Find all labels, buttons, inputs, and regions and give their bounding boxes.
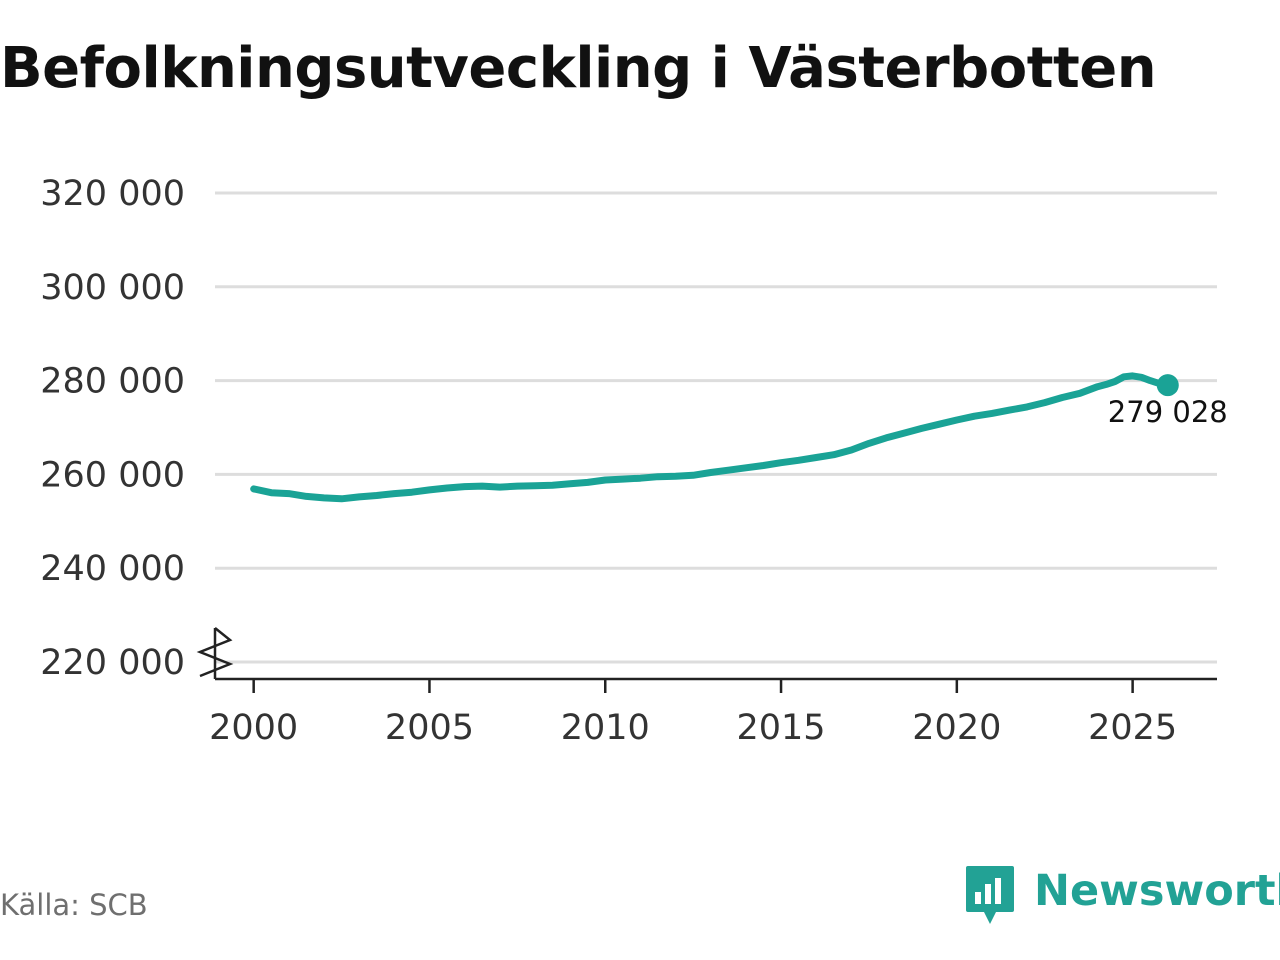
x-axis-tick-labels: 2000 2005 2010 2015 2020 2025 (209, 679, 1177, 748)
y-axis-tick-labels: 220 000 240 000 260 000 280 000 300 000 320 0… (40, 174, 185, 683)
brand-logo: Newsworthy (964, 864, 1280, 928)
y-tick-label: 220 000 (40, 643, 185, 683)
y-tick-label: 240 000 (40, 549, 185, 589)
axis-break-mark (196, 627, 234, 678)
source-label: Källa: SCB (0, 888, 148, 922)
grid-lines (215, 191, 1217, 664)
y-tick-label: 320 000 (40, 174, 185, 214)
axes (196, 627, 1217, 681)
x-tick-label: 2020 (912, 708, 1001, 748)
x-tick-label: 2010 (561, 708, 650, 748)
x-tick-label: 2005 (385, 708, 474, 748)
y-tick-label: 280 000 (40, 362, 185, 402)
annotations: 279 028 (1108, 395, 1228, 429)
x-tick-label: 2000 (209, 708, 298, 748)
last-value-label: 279 028 (1108, 395, 1228, 429)
line-chart: 220 000 240 000 260 000 280 000 300 000 320 0… (40, 174, 1228, 748)
newsworthy-logo-icon (966, 866, 1014, 924)
y-tick-label: 260 000 (40, 455, 185, 495)
series-group (250, 372, 1179, 503)
series-line (250, 372, 1172, 503)
x-tick-label: 2015 (737, 708, 826, 748)
y-tick-label: 300 000 (40, 268, 185, 308)
x-tick-label: 2025 (1088, 708, 1177, 748)
brand-name: Newsworthy (1034, 866, 1280, 916)
chart-title: Befolkningsutveckling i Västerbotten (0, 36, 1157, 101)
last-point-marker (1156, 374, 1179, 397)
